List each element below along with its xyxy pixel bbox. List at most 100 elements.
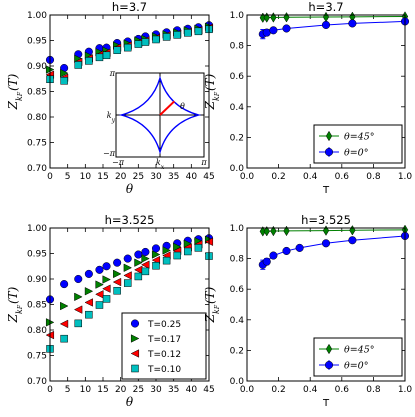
y-tick-label: 0.90	[27, 275, 47, 285]
data-point	[60, 77, 68, 85]
y-tick-label: 0.4	[230, 103, 245, 113]
y-tick-label: 0.90	[27, 62, 47, 72]
data-point	[173, 31, 181, 39]
x-tick-label: 1.0	[398, 385, 413, 395]
legend: T=0.25 T=0.17 T=0.12 T=0.10	[121, 312, 207, 380]
legend-label: T=0.25	[147, 320, 181, 330]
data-point	[123, 279, 132, 287]
data-point	[123, 271, 132, 280]
data-point	[74, 319, 83, 328]
panel-title: h=3.525	[301, 213, 351, 227]
data-point	[321, 20, 331, 29]
legend-marker	[324, 147, 334, 157]
y-tick-label: 0.6	[230, 72, 245, 82]
x-tick-label: 10	[80, 385, 92, 395]
panel-top-left: 0 5 10 15 20 25 30 35 40 45 0.70 0.75 0.80 0.85 0.90 0.…	[6, 0, 215, 196]
data-point	[162, 246, 171, 255]
data-point	[283, 225, 290, 237]
data-point	[74, 61, 83, 69]
legend-label: θ=45°	[344, 345, 375, 356]
x-tick-label: 0.0	[240, 385, 255, 395]
legend-entry: T=0.17	[130, 334, 181, 345]
panel-bottom-left: 0 5 10 15 20 25 30 35 40 45 0.70 0.75 0.80 0.85 0.90 0.…	[6, 213, 215, 409]
data-point	[59, 319, 69, 329]
x-tick-label: 35	[168, 385, 179, 395]
data-point	[85, 310, 93, 319]
y-tick-label: 0.2	[230, 133, 244, 143]
x-tick-label: 0.6	[335, 172, 350, 182]
data-layer	[45, 21, 214, 85]
axis-ticks: 0 5 10 15 20 25 30 35 40 45 0.70 0.75 0.80 0.85 0.90 0.…	[27, 224, 215, 395]
data-point	[348, 236, 357, 245]
inset-tick-pi-y: π	[109, 69, 116, 78]
x-tick-label: 0.8	[366, 172, 381, 182]
plot-frame	[246, 14, 406, 169]
data-point	[113, 46, 121, 54]
x-tick-label: 0.4	[303, 385, 318, 395]
data-point	[134, 40, 143, 48]
data-point	[102, 275, 111, 284]
y-tick-label: 0.85	[27, 301, 47, 311]
data-point	[152, 261, 160, 270]
data-point	[113, 286, 121, 295]
inset-ky-label: ky	[107, 111, 116, 124]
data-point	[60, 334, 68, 343]
data-point	[112, 277, 122, 287]
x-axis-label: θ	[126, 395, 134, 409]
y-tick-label: 0.70	[27, 377, 47, 387]
x-tick-label: 15	[97, 172, 108, 182]
x-tick-label: 5	[65, 385, 71, 395]
data-point	[73, 305, 83, 314]
data-point	[102, 295, 111, 303]
data-point	[141, 260, 150, 269]
data-point	[123, 254, 132, 263]
legend-label: θ=0°	[344, 148, 368, 159]
data-point	[95, 290, 104, 299]
x-axis-label: T	[322, 185, 330, 196]
data-point	[123, 43, 132, 52]
data-point	[123, 263, 133, 272]
inset-tick-minus-pi-y: −π	[103, 149, 116, 158]
legend-marker	[324, 360, 334, 370]
y-tick-label: 0.2	[230, 346, 244, 356]
data-point	[60, 280, 69, 289]
data-point	[95, 53, 104, 62]
data-point	[173, 242, 182, 252]
data-point	[60, 68, 69, 78]
legend-entry: θ=45°	[319, 130, 375, 143]
y-tick-label: 0.8	[230, 42, 245, 52]
y-tick-label: 0.0	[230, 377, 245, 387]
legend-entry: θ=0°	[319, 360, 368, 372]
legend-label: θ=45°	[344, 132, 375, 143]
data-layer	[258, 11, 410, 40]
x-tick-label: 0.2	[271, 385, 285, 395]
y-axis-label: ZkF(T)	[6, 73, 24, 110]
data-point	[84, 287, 94, 296]
legend: θ=45° θ=0°	[313, 124, 403, 164]
inset-kx-label: kx	[156, 158, 165, 171]
x-tick-label: 15	[97, 385, 108, 395]
data-point	[113, 269, 122, 279]
data-point	[141, 267, 150, 276]
data-point	[134, 272, 143, 281]
legend-entry: T=0.12	[130, 349, 181, 360]
y-tick-label: 1.0	[230, 11, 245, 21]
data-point	[162, 256, 171, 265]
kf-direction-ray	[159, 100, 176, 116]
x-axis-label: T	[322, 398, 330, 409]
data-point	[85, 57, 93, 65]
data-point	[151, 250, 161, 259]
data-point	[282, 246, 291, 255]
fermi-surface-curve	[118, 75, 202, 155]
plot-frame	[49, 227, 210, 382]
y-axis-label: ZkF(T)	[203, 286, 221, 323]
x-tick-label: 1.0	[398, 172, 413, 182]
series-3	[46, 25, 213, 85]
y-tick-label: 0.95	[27, 37, 47, 47]
data-point	[269, 251, 278, 260]
data-point	[263, 225, 270, 237]
y-tick-label: 0.70	[27, 164, 47, 174]
legend-marker	[130, 319, 140, 328]
axis-ticks: 0 5 10 15 20 25 30 35 40 45 0.70 0.75 0.80 0.85 0.90 0.…	[27, 11, 215, 182]
